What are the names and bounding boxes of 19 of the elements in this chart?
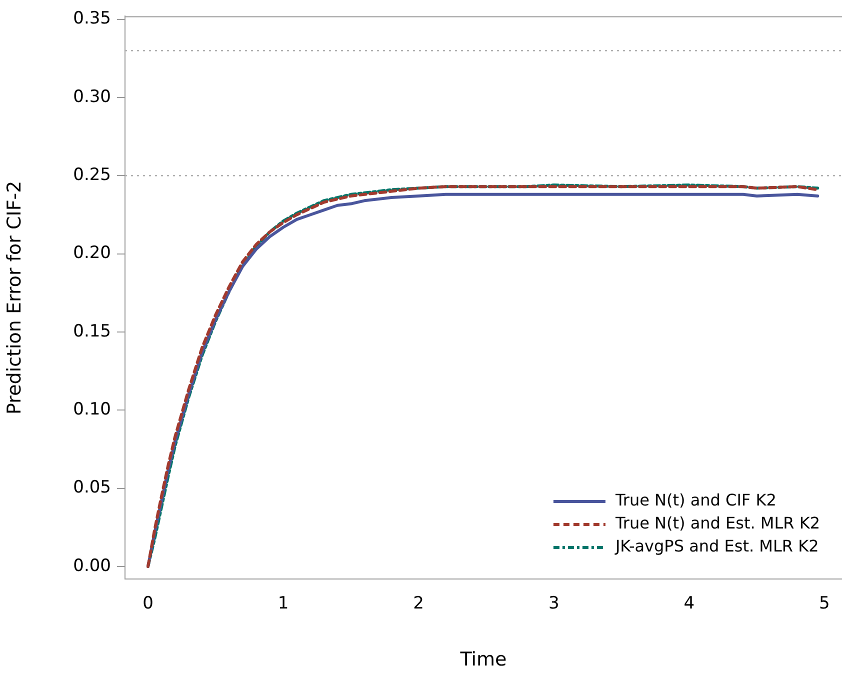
y-tick-label: 0.25 xyxy=(73,165,111,186)
x-axis-title: Time xyxy=(459,648,507,671)
legend-label: JK-avgPS and Est. MLR K2 xyxy=(614,536,819,556)
x-tick-label: 1 xyxy=(278,594,289,614)
y-axis-title: Prediction Error for CIF-2 xyxy=(3,180,26,414)
y-tick-label: 0.20 xyxy=(73,243,111,264)
x-tick-label: 4 xyxy=(684,594,695,614)
x-tick-label: 3 xyxy=(548,594,560,614)
legend-label: True N(t) and Est. MLR K2 xyxy=(614,514,820,533)
y-tick-label: 0.30 xyxy=(73,86,111,107)
y-tick-label: 0.15 xyxy=(73,321,111,342)
y-tick-label: 0.05 xyxy=(73,478,111,498)
x-tick-label: 0 xyxy=(142,594,154,614)
x-tick-label: 5 xyxy=(819,594,830,614)
x-tick-label: 2 xyxy=(413,594,424,614)
y-tick-label: 0.35 xyxy=(73,8,111,29)
legend-label: True N(t) and CIF K2 xyxy=(614,490,776,510)
y-tick-label: 0.00 xyxy=(73,556,111,576)
y-tick-label: 0.10 xyxy=(73,400,111,420)
